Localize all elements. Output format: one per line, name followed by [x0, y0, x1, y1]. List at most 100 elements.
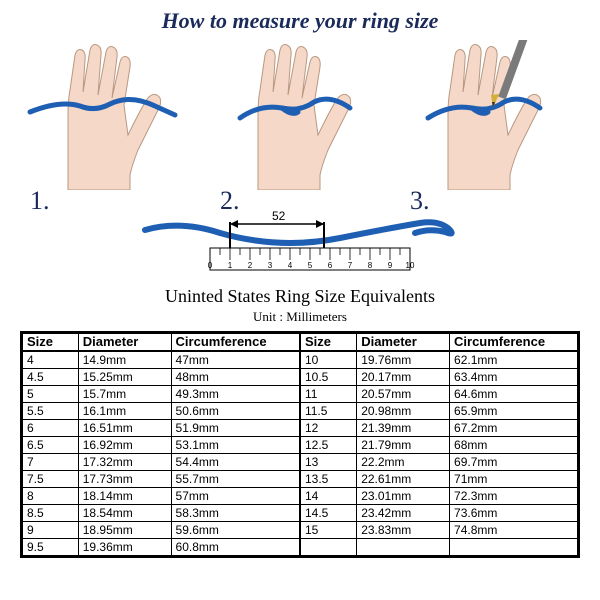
svg-text:6: 6	[328, 261, 333, 270]
table-row: 717.32mm54.4mm1322.2mm69.7mm	[22, 454, 579, 471]
table-cell: 15.25mm	[78, 369, 171, 386]
table-cell: 21.39mm	[357, 420, 450, 437]
table-cell: 74.8mm	[450, 522, 579, 539]
table-row: 4.515.25mm48mm10.520.17mm63.4mm	[22, 369, 579, 386]
table-cell: 11	[300, 386, 357, 403]
step-2-label: 2.	[220, 186, 240, 216]
table-cell: 12	[300, 420, 357, 437]
table-cell: 23.01mm	[357, 488, 450, 505]
table-header-row: Size Diameter Circumference Size Diamete…	[22, 333, 579, 352]
svg-text:0: 0	[208, 261, 213, 270]
table-cell: 20.17mm	[357, 369, 450, 386]
table-cell: 5.5	[22, 403, 79, 420]
steps-row: 1. 2. 3.	[10, 40, 590, 216]
ruler-area: 52 012 345 678 910	[140, 208, 460, 278]
table-cell: 18.54mm	[78, 505, 171, 522]
hand-illustration-1	[20, 40, 190, 190]
table-cell: 7	[22, 454, 79, 471]
step-1-label: 1.	[30, 186, 50, 216]
table-cell: 17.73mm	[78, 471, 171, 488]
table-cell: 17.32mm	[78, 454, 171, 471]
table-cell: 6.5	[22, 437, 79, 454]
table-cell: 58.3mm	[171, 505, 300, 522]
table-cell: 5	[22, 386, 79, 403]
table-cell: 67.2mm	[450, 420, 579, 437]
table-cell: 48mm	[171, 369, 300, 386]
table-cell: 73.6mm	[450, 505, 579, 522]
table-cell: 54.4mm	[171, 454, 300, 471]
table-cell: 64.6mm	[450, 386, 579, 403]
th-size-1: Size	[22, 333, 79, 352]
table-cell: 16.1mm	[78, 403, 171, 420]
table-cell: 69.7mm	[450, 454, 579, 471]
th-diam-2: Diameter	[357, 333, 450, 352]
size-table: Size Diameter Circumference Size Diamete…	[20, 331, 580, 558]
table-cell: 13.5	[300, 471, 357, 488]
table-cell: 7.5	[22, 471, 79, 488]
table-title: Uninted States Ring Size Equivalents	[165, 286, 435, 307]
table-cell: 59.6mm	[171, 522, 300, 539]
table-row: 818.14mm57mm1423.01mm72.3mm	[22, 488, 579, 505]
table-cell: 47mm	[171, 351, 300, 369]
table-cell: 10.5	[300, 369, 357, 386]
table-cell: 18.95mm	[78, 522, 171, 539]
step-3: 3.	[400, 40, 580, 216]
svg-text:5: 5	[308, 261, 313, 270]
table-row: 6.516.92mm53.1mm12.521.79mm68mm	[22, 437, 579, 454]
svg-text:2: 2	[248, 261, 253, 270]
svg-text:9: 9	[388, 261, 393, 270]
table-cell: 20.57mm	[357, 386, 450, 403]
step-3-label: 3.	[410, 186, 430, 216]
table-cell: 4.5	[22, 369, 79, 386]
table-cell: 22.61mm	[357, 471, 450, 488]
table-cell: 23.83mm	[357, 522, 450, 539]
table-cell: 12.5	[300, 437, 357, 454]
ruler-illustration: 52 012 345 678 910	[140, 208, 460, 278]
table-cell: 20.98mm	[357, 403, 450, 420]
hand-illustration-2	[210, 40, 380, 190]
table-cell	[300, 539, 357, 557]
table-cell	[450, 539, 579, 557]
table-row: 8.518.54mm58.3mm14.523.42mm73.6mm	[22, 505, 579, 522]
svg-text:3: 3	[268, 261, 273, 270]
svg-text:8: 8	[368, 261, 373, 270]
table-cell	[357, 539, 450, 557]
table-cell: 19.76mm	[357, 351, 450, 369]
table-cell: 14.5	[300, 505, 357, 522]
table-cell: 13	[300, 454, 357, 471]
table-row: 616.51mm51.9mm1221.39mm67.2mm	[22, 420, 579, 437]
th-diam-1: Diameter	[78, 333, 171, 352]
table-cell: 9	[22, 522, 79, 539]
table-cell: 22.2mm	[357, 454, 450, 471]
table-cell: 68mm	[450, 437, 579, 454]
table-row: 515.7mm49.3mm1120.57mm64.6mm	[22, 386, 579, 403]
table-cell: 62.1mm	[450, 351, 579, 369]
th-circ-2: Circumference	[450, 333, 579, 352]
table-cell: 9.5	[22, 539, 79, 557]
hand-illustration-3	[400, 40, 570, 190]
table-row: 5.516.1mm50.6mm11.520.98mm65.9mm	[22, 403, 579, 420]
table-cell: 16.51mm	[78, 420, 171, 437]
table-cell: 11.5	[300, 403, 357, 420]
step-2: 2.	[210, 40, 390, 216]
table-cell: 8	[22, 488, 79, 505]
svg-text:10: 10	[406, 261, 415, 270]
table-cell: 65.9mm	[450, 403, 579, 420]
svg-text:4: 4	[288, 261, 293, 270]
table-cell: 55.7mm	[171, 471, 300, 488]
table-cell: 49.3mm	[171, 386, 300, 403]
svg-text:7: 7	[348, 261, 353, 270]
table-cell: 4	[22, 351, 79, 369]
page-title: How to measure your ring size	[162, 8, 439, 34]
table-row: 9.519.36mm60.8mm	[22, 539, 579, 557]
table-cell: 6	[22, 420, 79, 437]
table-unit: Unit : Millimeters	[253, 309, 347, 325]
table-cell: 19.36mm	[78, 539, 171, 557]
table-cell: 60.8mm	[171, 539, 300, 557]
table-cell: 14.9mm	[78, 351, 171, 369]
table-cell: 15	[300, 522, 357, 539]
svg-text:1: 1	[228, 261, 233, 270]
table-cell: 71mm	[450, 471, 579, 488]
table-cell: 23.42mm	[357, 505, 450, 522]
table-cell: 21.79mm	[357, 437, 450, 454]
